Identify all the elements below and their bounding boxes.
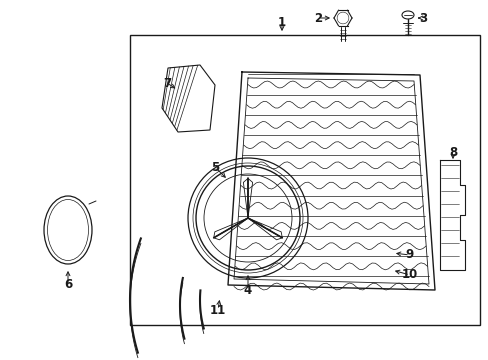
Text: 9: 9 (405, 248, 413, 261)
Text: 8: 8 (448, 145, 456, 158)
Text: 3: 3 (418, 12, 426, 24)
Text: 2: 2 (313, 12, 322, 24)
Text: 6: 6 (64, 279, 72, 292)
Text: 5: 5 (210, 161, 219, 174)
Text: 1: 1 (277, 15, 285, 28)
Bar (130, 35, 479, 325)
Text: 11: 11 (209, 303, 225, 316)
Text: 10: 10 (401, 269, 417, 282)
Text: 7: 7 (163, 77, 171, 90)
Text: 4: 4 (244, 284, 252, 297)
